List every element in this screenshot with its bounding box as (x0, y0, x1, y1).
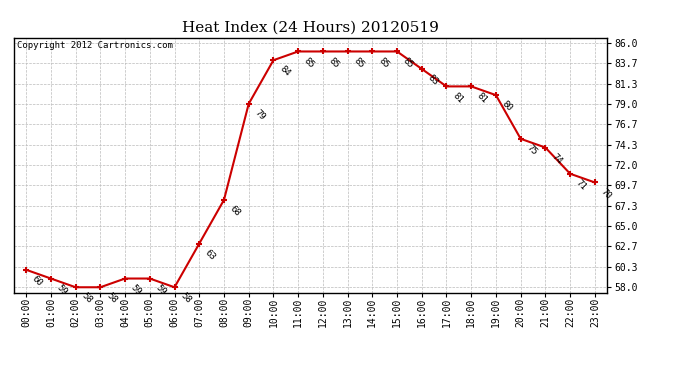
Text: 85: 85 (327, 56, 341, 70)
Text: 58: 58 (179, 291, 193, 305)
Text: 60: 60 (30, 274, 44, 288)
Text: 63: 63 (204, 248, 217, 262)
Text: 79: 79 (253, 108, 267, 122)
Title: Heat Index (24 Hours) 20120519: Heat Index (24 Hours) 20120519 (182, 21, 439, 35)
Text: 85: 85 (401, 56, 415, 70)
Text: 85: 85 (302, 56, 316, 70)
Text: 58: 58 (80, 291, 94, 305)
Text: 74: 74 (549, 152, 564, 166)
Text: 59: 59 (154, 283, 168, 297)
Text: 83: 83 (426, 73, 440, 87)
Text: Copyright 2012 Cartronics.com: Copyright 2012 Cartronics.com (17, 41, 172, 50)
Text: 59: 59 (129, 283, 144, 297)
Text: 80: 80 (500, 99, 514, 113)
Text: 58: 58 (104, 291, 119, 305)
Text: 68: 68 (228, 204, 242, 218)
Text: 70: 70 (599, 187, 613, 201)
Text: 84: 84 (277, 64, 292, 78)
Text: 81: 81 (451, 91, 464, 105)
Text: 81: 81 (475, 91, 489, 105)
Text: 59: 59 (55, 283, 69, 297)
Text: 71: 71 (574, 178, 589, 192)
Text: 85: 85 (352, 56, 366, 70)
Text: 75: 75 (525, 143, 539, 157)
Text: 85: 85 (377, 56, 391, 70)
